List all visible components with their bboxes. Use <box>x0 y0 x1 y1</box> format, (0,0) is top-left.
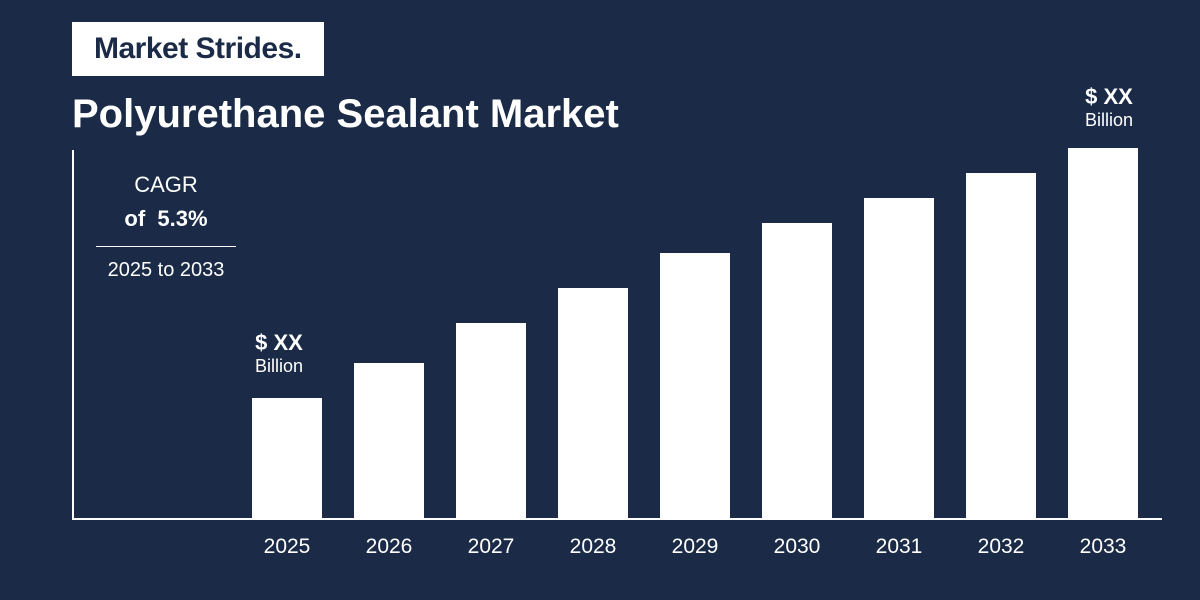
x-axis-label: 2028 <box>558 535 628 559</box>
x-axis-label: 2029 <box>660 535 730 559</box>
bar <box>558 288 628 518</box>
bar <box>762 223 832 518</box>
chart-area <box>72 150 1162 520</box>
x-axis-label: 2025 <box>252 535 322 559</box>
bar <box>660 253 730 518</box>
x-axis-labels: 2025 2026 2027 2028 2029 2030 2031 2032 2033 <box>252 535 1162 559</box>
x-axis-label: 2032 <box>966 535 1036 559</box>
bar <box>1068 148 1138 518</box>
end-value-unit: Billion <box>1085 110 1133 131</box>
bar <box>456 323 526 518</box>
end-value-label: $ XX Billion <box>1085 84 1133 131</box>
logo-badge: Market Strides. <box>72 22 324 76</box>
bar <box>864 198 934 518</box>
x-axis-label: 2026 <box>354 535 424 559</box>
y-axis <box>72 150 74 520</box>
bar <box>252 398 322 518</box>
logo-text: Market Strides <box>94 32 294 65</box>
bar <box>354 363 424 518</box>
x-axis-label: 2030 <box>762 535 832 559</box>
logo-dot: . <box>294 32 302 65</box>
bar <box>966 173 1036 518</box>
x-axis <box>72 518 1162 520</box>
bars-container <box>252 150 1162 518</box>
x-axis-label: 2031 <box>864 535 934 559</box>
chart-title: Polyurethane Sealant Market <box>72 92 619 137</box>
x-axis-label: 2033 <box>1068 535 1138 559</box>
end-value-amount: $ XX <box>1085 84 1133 110</box>
x-axis-label: 2027 <box>456 535 526 559</box>
